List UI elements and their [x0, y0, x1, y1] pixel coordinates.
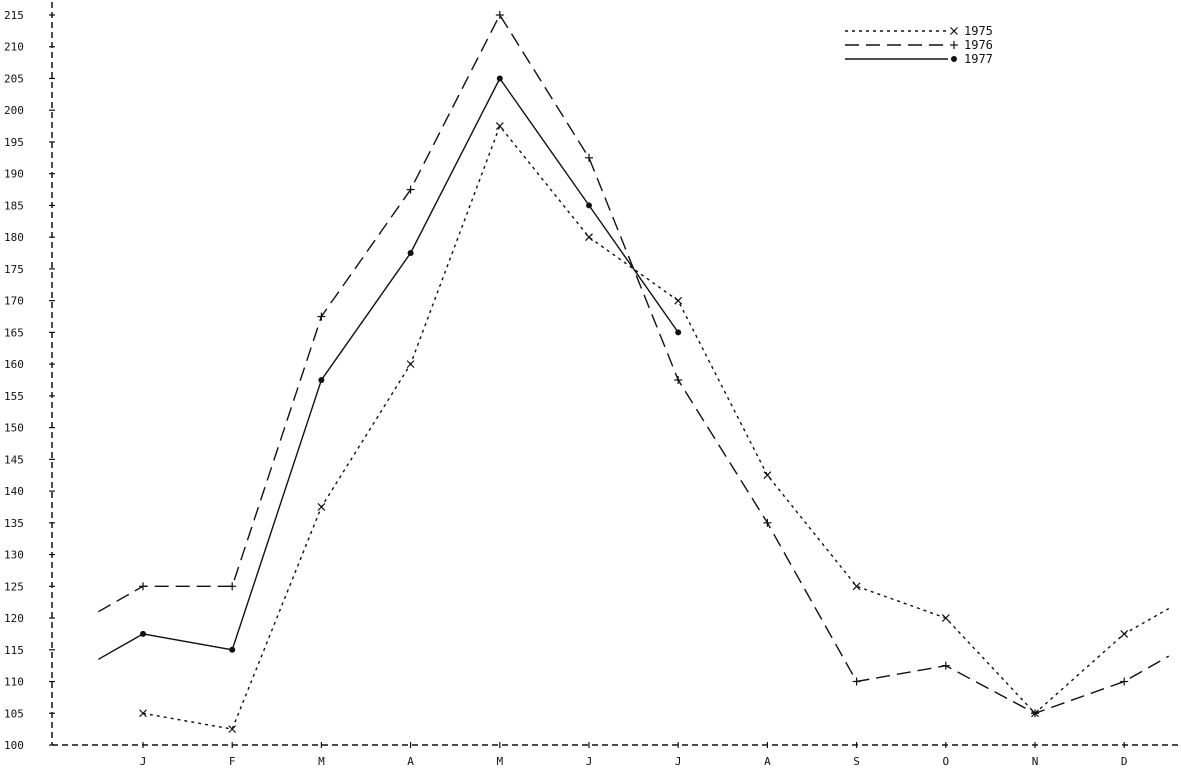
y-tick-label: 165 [4, 326, 24, 339]
y-tick-label: 105 [4, 707, 24, 720]
legend-item-1977: 1977 [845, 52, 993, 66]
series-group [98, 11, 1170, 734]
legend-label: 1977 [964, 52, 993, 66]
x-tick-label: D [1121, 755, 1128, 768]
dot-marker [229, 646, 236, 653]
x-tick-label: M [318, 755, 325, 768]
x-marker [674, 296, 683, 305]
y-tick-label: 195 [4, 136, 24, 149]
x-marker [317, 503, 326, 511]
y-tick-label: 175 [4, 263, 24, 276]
legend-item-1976: 1976 [845, 38, 993, 52]
y-tick-label: 215 [4, 9, 24, 22]
x-tick-label: J [586, 755, 593, 768]
x-marker [495, 122, 504, 131]
dot-marker [407, 250, 414, 257]
plus-marker [495, 11, 504, 19]
dot-marker [496, 75, 503, 82]
y-tick-label: 205 [4, 72, 24, 85]
dot-marker [951, 56, 957, 62]
y-tick-label: 150 [4, 422, 24, 435]
y-tick-label: 180 [4, 231, 24, 244]
y-tick-label: 135 [4, 517, 24, 530]
x-tick-label: N [1032, 755, 1039, 768]
plus-marker [228, 582, 237, 591]
x-tick-label: S [853, 755, 860, 768]
series-1977 [98, 75, 682, 660]
plus-marker [1120, 677, 1129, 686]
x-marker [1120, 629, 1129, 638]
plus-marker [139, 582, 147, 591]
x-tick-label: J [140, 755, 147, 768]
series-1976 [98, 11, 1170, 718]
plus-marker [406, 185, 415, 194]
y-tick-label: 170 [4, 295, 24, 308]
plus-marker [852, 677, 861, 686]
dot-marker [586, 202, 592, 209]
series-line-1977 [98, 77, 679, 660]
y-tick-label: 130 [4, 549, 24, 562]
y-tick-label: 140 [4, 485, 24, 498]
series-line-1975 [142, 124, 1170, 730]
x-marker [941, 614, 950, 622]
y-tick-label: 155 [4, 390, 24, 403]
x-tick-label: M [496, 755, 503, 768]
y-tick-label: 185 [4, 199, 24, 212]
y-tick-label: 110 [4, 676, 24, 689]
x-tick-label: J [675, 755, 682, 768]
y-tick-label: 125 [4, 580, 24, 593]
x-marker [763, 471, 772, 480]
x-marker [228, 725, 237, 734]
y-tick-label: 145 [4, 453, 24, 466]
x-marker [950, 27, 958, 35]
plus-marker [1031, 709, 1039, 718]
legend-label: 1976 [964, 38, 993, 52]
series-1975 [139, 122, 1170, 734]
plus-marker [585, 153, 593, 162]
y-tick-label: 120 [4, 612, 24, 625]
y-tick-label: 115 [4, 644, 24, 657]
plus-marker [317, 312, 326, 321]
x-tick-label: A [764, 755, 771, 768]
y-tick-label: 190 [4, 168, 24, 181]
series-line-1976 [98, 13, 1170, 715]
x-tick-label: O [942, 755, 949, 768]
x-marker [585, 233, 593, 242]
y-tick-label: 100 [4, 739, 24, 752]
plus-marker [950, 41, 958, 49]
plus-marker [763, 518, 772, 527]
x-tick-label: F [229, 755, 236, 768]
plus-marker [674, 376, 683, 384]
x-marker [852, 582, 861, 591]
x-tick-label: A [407, 755, 414, 768]
x-marker [139, 709, 147, 718]
y-tick-label: 200 [4, 104, 24, 117]
dot-marker [675, 329, 682, 336]
x-marker [406, 360, 415, 369]
axes: 100 105 110 115 120 125 130 135 140 145 150 155 160 1… [4, 2, 1178, 768]
dot-marker [140, 630, 146, 637]
legend-item-1975: 1975 [845, 24, 993, 38]
plus-marker [941, 661, 950, 670]
y-tick-label: 210 [4, 41, 24, 54]
legend-label: 1975 [964, 24, 993, 38]
y-tick-label: 160 [4, 358, 24, 371]
dot-marker [318, 377, 325, 383]
